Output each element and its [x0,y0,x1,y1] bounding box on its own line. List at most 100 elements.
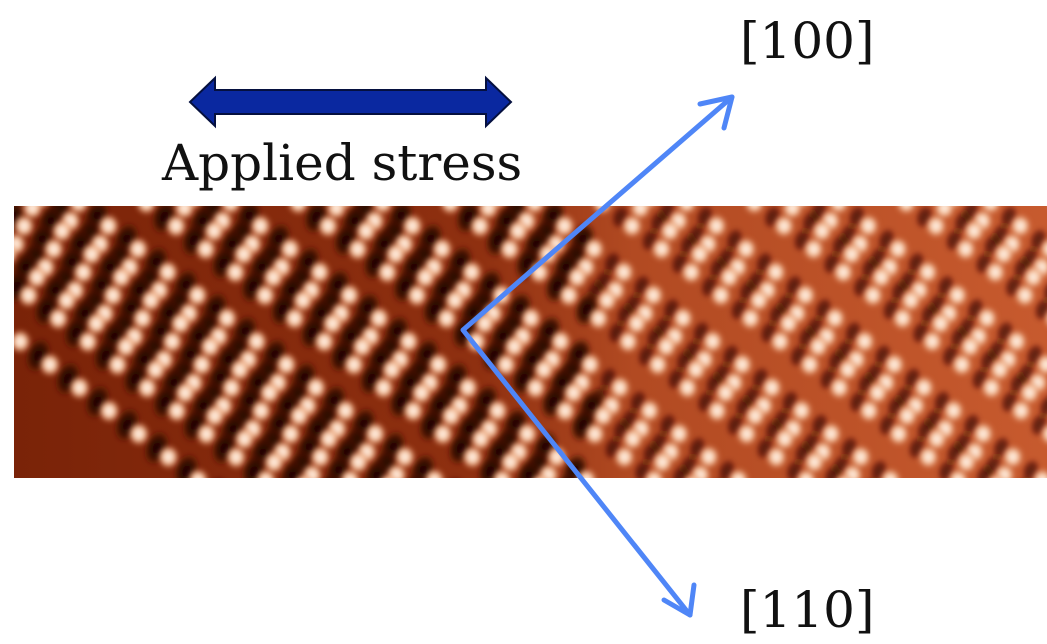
lattice-atom [797,351,822,378]
lattice-atom [794,467,818,478]
lattice-atom [253,467,278,478]
lattice-atom [252,282,277,309]
lattice-atom [404,282,429,309]
lattice-pit [1033,296,1047,322]
lattice-atom [468,213,492,239]
lattice-atom [878,467,903,478]
lattice-atom [14,328,33,355]
lattice-atom [582,420,607,447]
lattice-atom [675,374,700,401]
lattice-atom [224,444,249,471]
lattice-atom [377,472,399,478]
lattice-atom [75,328,100,355]
lattice-atom [1012,282,1037,309]
lattice-atom [586,305,611,332]
lattice-atom [708,282,733,309]
lattice-atom [772,213,796,239]
arrowhead-100-icon [697,94,735,131]
stm-lattice-image [14,206,1047,478]
lattice-atom [156,444,181,470]
lattice-atom [886,420,911,447]
lattice-atom [430,420,455,447]
lattice-pit [974,463,994,478]
lattice-atom [916,444,941,470]
lattice-atom [983,259,1008,286]
lattice-atom [553,397,578,424]
lattice-atom [493,351,518,378]
lattice-atom [37,351,62,378]
lattice-atom [616,328,641,355]
lattice-atom [16,282,41,309]
lattice-atom [920,328,945,355]
lattice-atom [164,397,189,424]
lattice-atom [827,374,852,401]
lattice-atom [438,206,463,216]
lattice-atom [985,472,1007,478]
lattice-atom [924,213,948,239]
lattice-atom [293,472,314,478]
lattice-atom [527,259,552,286]
lattice-atom [768,328,793,355]
lattice-atom [338,467,362,478]
lattice-atom [134,206,159,216]
lattice-atom [14,243,20,265]
lattice-atom [734,420,759,447]
lattice-atom [282,305,307,332]
lattice-atom [831,259,856,286]
lattice-atom [434,305,459,332]
direction-110-label: [110] [740,581,875,639]
lattice-atom [556,282,581,309]
lattice-atom [312,328,337,355]
applied-stress-label: Applied stress [162,134,523,192]
lattice-atom [286,206,311,216]
lattice-atom [949,351,974,378]
lattice-atom [833,472,855,478]
lattice-atom [946,467,970,478]
lattice-atom [223,259,248,286]
arrowhead-110-icon [661,582,697,618]
lattice-atom [649,236,674,263]
lattice-atom [1042,308,1047,329]
lattice-atom [705,397,730,424]
lattice-atom [422,467,447,478]
lattice-atom [375,259,400,286]
lattice-atom [105,351,130,378]
lattice-atom [860,282,885,309]
lattice-atom [497,236,522,263]
lattice-atom [738,305,763,332]
lattice-atom [194,421,219,447]
lattice-atom [401,397,426,424]
lattice-atom [801,236,826,263]
lattice-atom [857,397,882,424]
lattice-pit [822,463,842,478]
lattice-atom [645,351,670,378]
lattice-atom [464,328,489,355]
lattice-atom [97,397,122,424]
lattice-atom [371,374,396,401]
lattice-atom [523,374,548,401]
direction-100-label: [100] [740,12,875,70]
lattice-atom [341,351,366,378]
lattice-atom [612,444,637,470]
lattice-atom [316,213,340,239]
lattice-atom [953,236,978,263]
lattice-atom [460,444,485,470]
lattice-atom [345,236,370,263]
lattice-atom [890,305,915,332]
lattice-atom [46,305,71,332]
lattice-atom [979,374,1004,401]
lattice-atom [135,374,160,401]
lattice-atom [742,206,767,216]
lattice-atom [894,206,919,216]
lattice-atom [1009,397,1034,424]
double-headed-arrow-icon [188,75,513,129]
lattice-atom [764,444,789,470]
lattice-atom [67,374,92,401]
lattice-atom [193,236,218,263]
lattice-atom [679,259,704,286]
lattice-atom [164,213,188,239]
lattice-atom [1030,467,1047,478]
lattice-atom [1038,421,1047,447]
lattice-atom [186,467,210,478]
lattice-atom [620,213,644,239]
